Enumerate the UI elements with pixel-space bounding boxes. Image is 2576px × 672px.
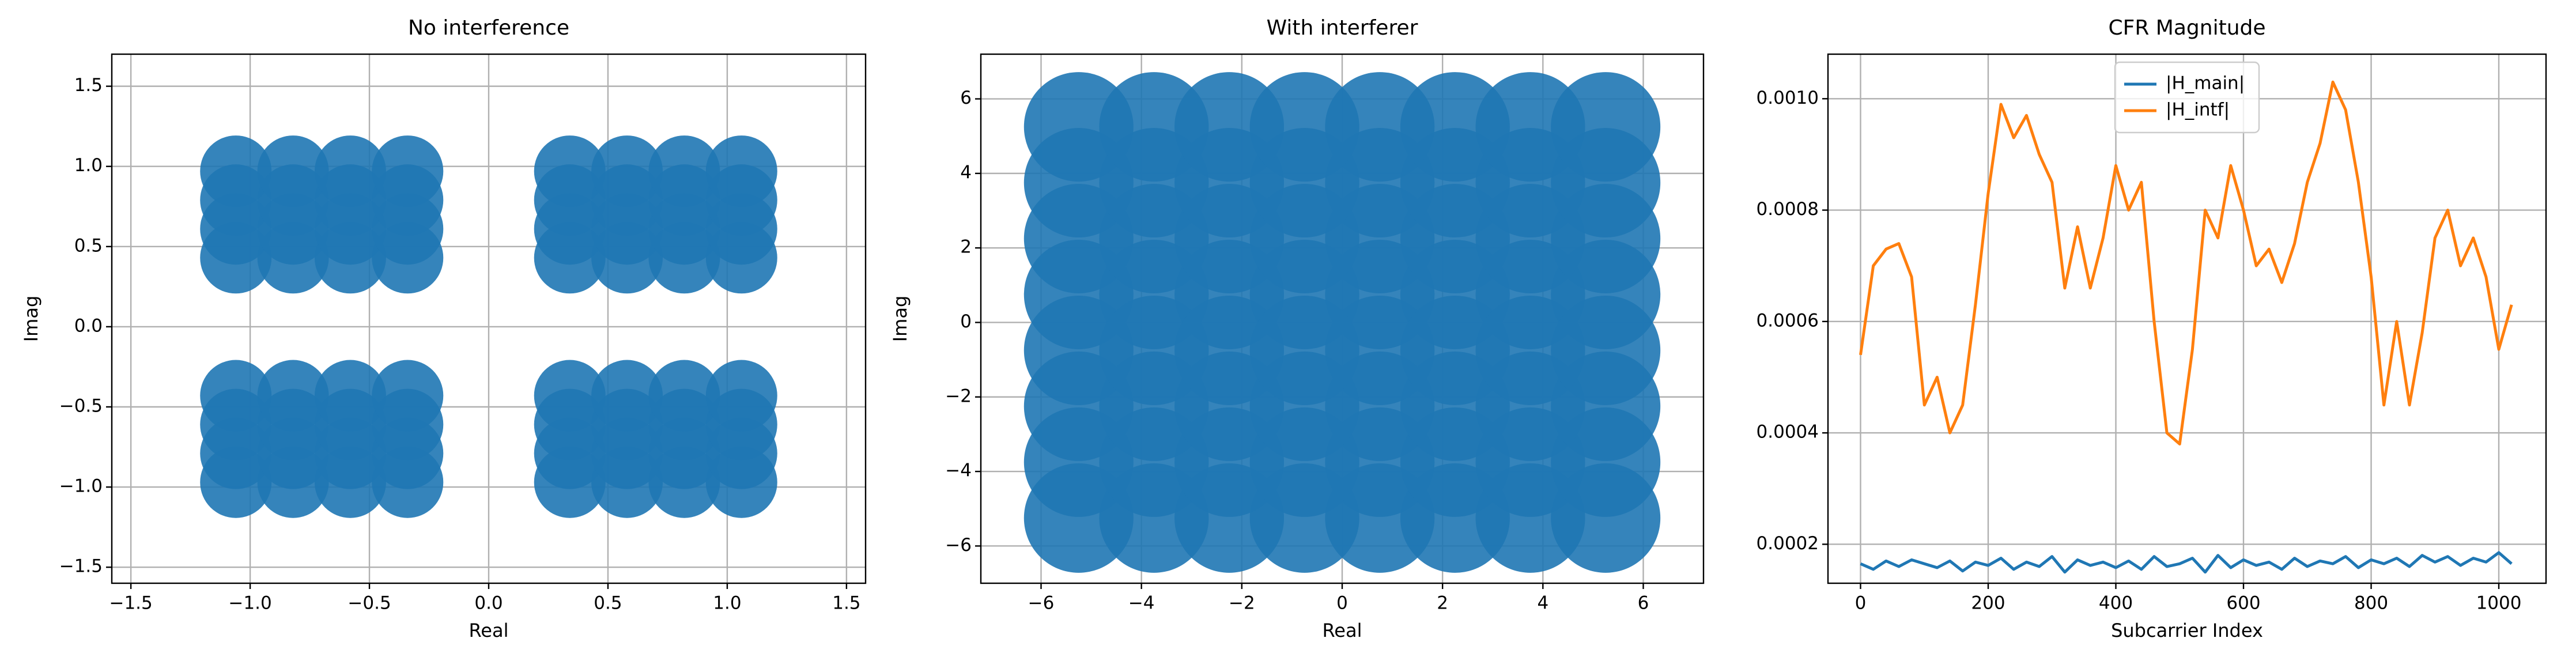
y-tick-label: 0 [960,311,972,332]
scatter-point [591,135,663,207]
x-axis-label: Real [469,620,509,641]
x-tick-label: 1.5 [832,593,860,614]
y-tick-label: 0.5 [74,235,103,256]
scatter-point [1400,72,1510,182]
scatter-point [648,360,720,432]
scatter-point [1475,72,1585,182]
y-tick-label: −1.0 [59,476,103,497]
x-tick-label: 800 [2354,593,2388,614]
scatter-point [257,135,329,207]
x-tick-label: −1.5 [109,593,152,614]
axes-frame [980,53,1705,584]
scatter-point [1400,295,1510,405]
y-tick-label: −2 [945,386,972,406]
scatter-point [1551,72,1661,182]
x-tick-label: 200 [1971,593,2005,614]
scatter-point [257,360,329,432]
x-tick-label: 0 [1855,593,1867,614]
subplot: 0 200 400 600 800 1000 0.0002 0.0004 0.0006 0.000… [1757,16,2547,641]
x-tick-label: −4 [1128,593,1155,614]
y-axis-label: Imag [20,296,42,342]
y-tick-label: 0.0 [74,315,103,336]
scatter-point [1325,295,1435,405]
x-tick-label: 6 [1638,593,1649,614]
x-axis-label: Real [1323,620,1362,641]
x-tick-label: 0.5 [594,593,622,614]
x-tick-label: 600 [2226,593,2260,614]
subplot-title: With interferer [1267,16,1418,40]
y-tick-label: 0.0004 [1757,422,1819,443]
y-axis-label: Imag [889,296,911,342]
scatter-point [705,360,777,432]
y-tick-label: 0.0010 [1757,88,1819,108]
subplot-title: No interference [408,16,569,40]
subplot: −1.5 −1.0 −0.5 0.0 0.5 1.0 1.5 −1.5 −1.0 −0.5 0.0 0… [20,16,867,641]
y-tick-label: 1.0 [74,155,103,176]
x-tick-label: 1.0 [713,593,741,614]
y-tick-label: −4 [945,460,972,481]
scatter-point [1099,295,1209,405]
axes-frame [111,53,867,584]
scatter-point [1023,295,1134,405]
x-tick-label: 1000 [2476,593,2522,614]
x-tick-label: 2 [1437,593,1448,614]
scatter-point [314,135,386,207]
scatter-point [1174,72,1285,182]
scatter-point [1325,72,1435,182]
scatter-point [534,135,606,207]
scatter-point [648,135,720,207]
scatter-point [200,135,272,207]
y-tick-label: −0.5 [59,396,103,417]
scatter-point [372,135,444,207]
y-tick-label: 1.5 [74,75,103,96]
subplot-title: CFR Magnitude [2108,16,2265,40]
plot-area [1023,72,1661,573]
scatter-point [1551,295,1661,405]
x-tick-label: −0.5 [348,593,391,614]
line [1859,80,2513,446]
y-tick-label: 0.0006 [1757,310,1819,331]
scatter-point [1249,72,1359,182]
scatter-point [1023,72,1134,182]
axes-frame [1827,53,2547,584]
legend-box [2114,61,2260,134]
y-tick-label: −1.5 [59,556,103,577]
x-tick-label: −6 [1028,593,1055,614]
y-tick-label: −6 [945,535,972,556]
x-tick-label: 4 [1537,593,1548,614]
y-tick-label: 4 [960,162,972,183]
scatter-point [591,360,663,432]
plot-area [200,135,777,518]
y-tick-label: 6 [960,88,972,108]
scatter-point [705,135,777,207]
scatter-point [200,360,272,432]
legend-label: |H_main| [2166,73,2245,94]
x-tick-label: −2 [1229,593,1255,614]
scatter-point [1475,295,1585,405]
scatter-point [534,360,606,432]
line [1860,551,2513,574]
x-tick-label: 400 [2099,593,2133,614]
x-tick-label: 0 [1336,593,1348,614]
scatter-point [1099,72,1209,182]
x-tick-label: 0.0 [474,593,503,614]
scatter-point [372,360,444,432]
x-tick-label: −1.0 [228,593,271,614]
scatter-point [1249,295,1359,405]
y-tick-label: 0.0002 [1757,533,1819,554]
y-tick-label: 2 [960,237,972,258]
x-axis-label: Subcarrier Index [2111,620,2263,641]
y-tick-label: 0.0008 [1757,199,1819,220]
legend: |H_main| |H_intf| [2114,61,2260,134]
scatter-point [314,360,386,432]
scatter-point [1174,295,1285,405]
plot-area [1859,80,2513,574]
legend-label: |H_intf| [2166,100,2230,120]
subplot: −6 −4 −2 0 2 4 6 −6 −4 −2 0 2 4 6 With interferer Real I… [889,16,1705,641]
